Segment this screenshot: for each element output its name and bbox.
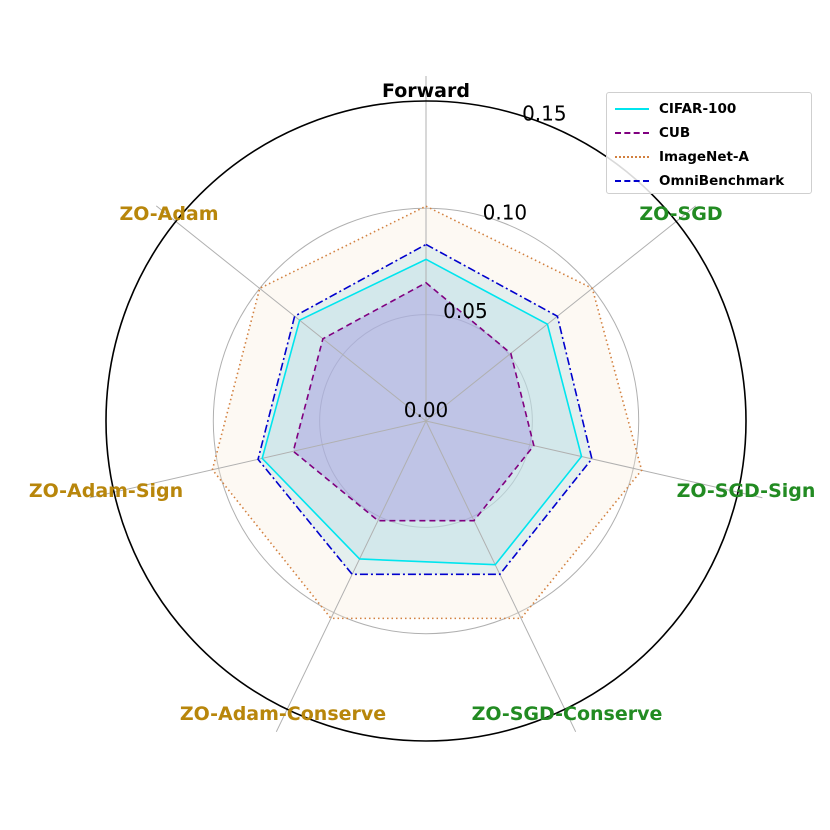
- axis-label-zo-adam-sign: ZO-Adam-Sign: [29, 480, 183, 502]
- series-line-cub: [292, 281, 535, 522]
- legend-label: CUB: [659, 125, 691, 141]
- legend-label: CIFAR-100: [659, 101, 737, 117]
- legend: CIFAR-100 CUB ImageNet-A OmniBenchmark: [606, 92, 812, 194]
- series-line-cifar-100: [261, 258, 583, 566]
- axis-label-zo-adam: ZO-Adam: [119, 203, 218, 225]
- legend-item: ImageNet-A: [615, 145, 803, 169]
- spoke-zo-adam-conserve: [275, 420, 427, 733]
- legend-item: OmniBenchmark: [615, 169, 803, 193]
- legend-swatch: [615, 180, 649, 182]
- spoke-zo-adam: [155, 205, 427, 422]
- series-fill-cub: [293, 282, 534, 521]
- series-fill-cifar-100: [262, 259, 582, 565]
- axis-label-forward: Forward: [382, 80, 470, 102]
- legend-item: CUB: [615, 121, 803, 145]
- legend-swatch: [615, 156, 649, 158]
- r-tick-label: 0.05: [443, 299, 488, 323]
- legend-label: OmniBenchmark: [659, 173, 785, 189]
- r-tick-label: 0.15: [522, 102, 567, 126]
- legend-swatch: [615, 108, 649, 110]
- legend-item: CIFAR-100: [615, 97, 803, 121]
- axis-label-zo-adam-conserve: ZO-Adam-Conserve: [180, 703, 386, 725]
- r-tick-label: 0.00: [404, 398, 449, 422]
- axis-label-zo-sgd-sign: ZO-SGD-Sign: [677, 480, 816, 502]
- series-line-imagenet-a: [211, 205, 643, 620]
- axis-label-zo-sgd-conserve: ZO-SGD-Conserve: [472, 703, 663, 725]
- axis-label-zo-sgd: ZO-SGD: [639, 203, 722, 225]
- legend-swatch: [615, 132, 649, 134]
- r-tick-label: 0.10: [483, 200, 528, 224]
- spoke-zo-sgd: [425, 205, 697, 422]
- spoke-zo-sgd-conserve: [425, 420, 577, 733]
- series-line-omnibenchmark: [257, 243, 593, 576]
- legend-label: ImageNet-A: [659, 149, 749, 165]
- spoke-zo-sgd-sign: [425, 420, 763, 499]
- outer-boundary: [105, 100, 747, 742]
- series-fill-omnibenchmark: [258, 244, 592, 575]
